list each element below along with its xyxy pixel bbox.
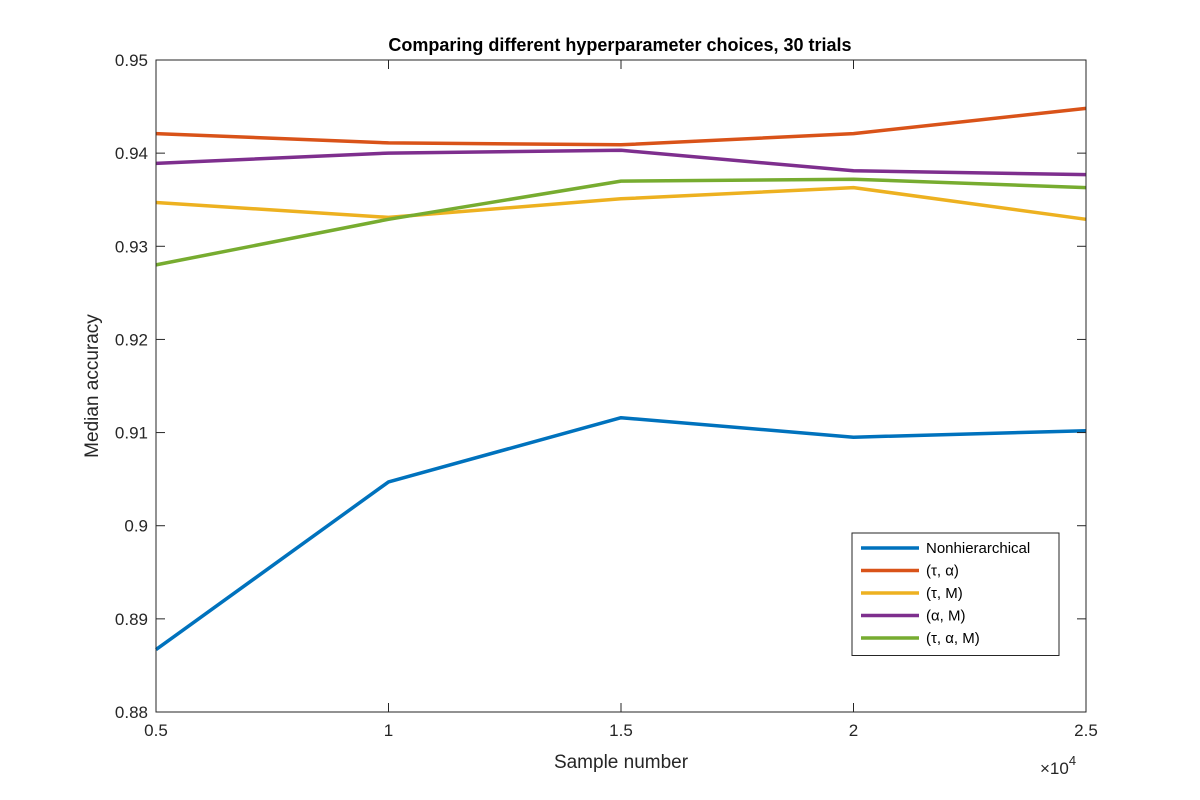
y-axis-label: Median accuracy [82,314,103,458]
y-tick-label: 0.9 [124,517,148,536]
y-tick-label: 0.92 [115,330,148,349]
series-layer [154,106,1087,652]
y-tick-label: 0.89 [115,610,148,629]
legend-label-4: (τ, α, M) [926,630,980,647]
x-tick-label: 2.5 [1074,721,1098,740]
legend-label-3: (α, M) [926,608,966,625]
legend-label-2: (τ, M) [926,585,963,602]
x-tick-label: 2 [849,721,858,740]
legend-label-1: (τ, α) [926,563,959,580]
x-exponent-label: ×104 [1040,753,1076,778]
series-line-2 [155,185,1087,222]
x-axis-label: Sample number [554,752,689,773]
x-exponent-power: 4 [1069,753,1076,768]
chart-title: Comparing different hyperparameter choic… [388,35,851,55]
x-tick-label: 1.5 [609,721,633,740]
x-tick-label: 0.5 [144,721,168,740]
series-line-1 [155,106,1087,147]
y-tick-label: 0.95 [115,51,148,70]
series-line-4 [155,177,1087,267]
legend: Nonhierarchical (τ, α) (τ, M) (α, M) (τ, α, … [851,532,1060,656]
y-tick-label: 0.88 [115,703,148,722]
series-line-3 [155,148,1087,177]
series-line-0 [154,415,1087,652]
x-tick-label: 1 [384,721,393,740]
x-exponent-base: ×10 [1040,759,1069,778]
legend-label-0: Nonhierarchical [926,540,1030,557]
tick-layer: 0.5 1 1.5 2 2.5 0.88 0.89 0.9 0.91 0.92 0.93 0.94 0.… [115,51,1098,740]
y-tick-label: 0.93 [115,237,148,256]
y-tick-label: 0.91 [115,424,148,443]
y-tick-label: 0.94 [115,144,148,163]
